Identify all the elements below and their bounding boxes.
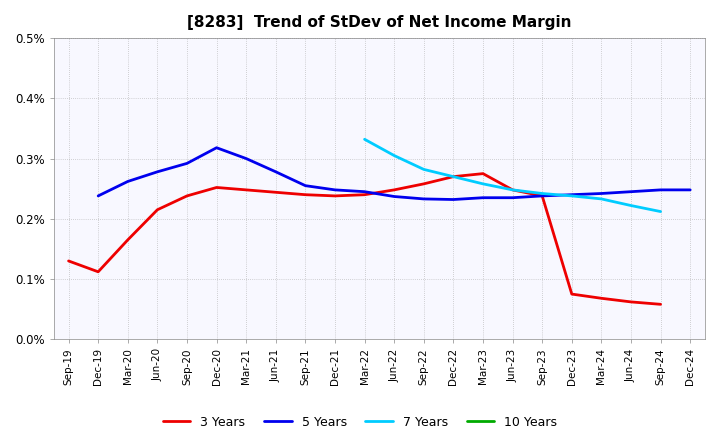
3 Years [183,193,192,198]
7 Years [508,187,517,193]
5 Years [479,195,487,200]
7 Years [360,137,369,142]
Line: 3 Years: 3 Years [68,174,660,304]
7 Years [597,196,606,202]
5 Years [656,187,665,193]
3 Years [449,174,458,179]
3 Years [508,187,517,193]
3 Years [64,258,73,264]
3 Years [626,299,635,304]
5 Years [390,194,398,199]
5 Years [212,145,221,150]
3 Years [360,192,369,198]
5 Years [153,169,162,174]
5 Years [123,179,132,184]
Line: 5 Years: 5 Years [98,148,690,199]
5 Years [330,187,339,193]
5 Years [183,161,192,166]
3 Years [420,181,428,187]
Title: [8283]  Trend of StDev of Net Income Margin: [8283] Trend of StDev of Net Income Marg… [187,15,572,30]
3 Years [242,187,251,193]
5 Years [271,169,280,174]
5 Years [242,156,251,161]
3 Years [538,193,546,198]
7 Years [656,209,665,214]
5 Years [301,183,310,188]
5 Years [449,197,458,202]
3 Years [597,296,606,301]
7 Years [626,203,635,208]
7 Years [390,153,398,158]
5 Years [94,193,102,198]
3 Years [301,192,310,198]
3 Years [94,269,102,275]
3 Years [153,207,162,213]
5 Years [686,187,695,193]
5 Years [508,195,517,200]
5 Years [538,193,546,198]
Line: 7 Years: 7 Years [364,139,660,212]
5 Years [626,189,635,194]
7 Years [449,174,458,179]
3 Years [479,171,487,176]
3 Years [271,190,280,195]
5 Years [360,189,369,194]
3 Years [123,237,132,242]
3 Years [212,185,221,190]
3 Years [567,291,576,297]
5 Years [597,191,606,196]
5 Years [420,196,428,202]
7 Years [479,181,487,187]
3 Years [390,187,398,193]
Legend: 3 Years, 5 Years, 7 Years, 10 Years: 3 Years, 5 Years, 7 Years, 10 Years [158,411,562,434]
7 Years [538,191,546,196]
5 Years [567,192,576,198]
7 Years [420,167,428,172]
3 Years [656,302,665,307]
3 Years [330,193,339,198]
7 Years [567,193,576,198]
